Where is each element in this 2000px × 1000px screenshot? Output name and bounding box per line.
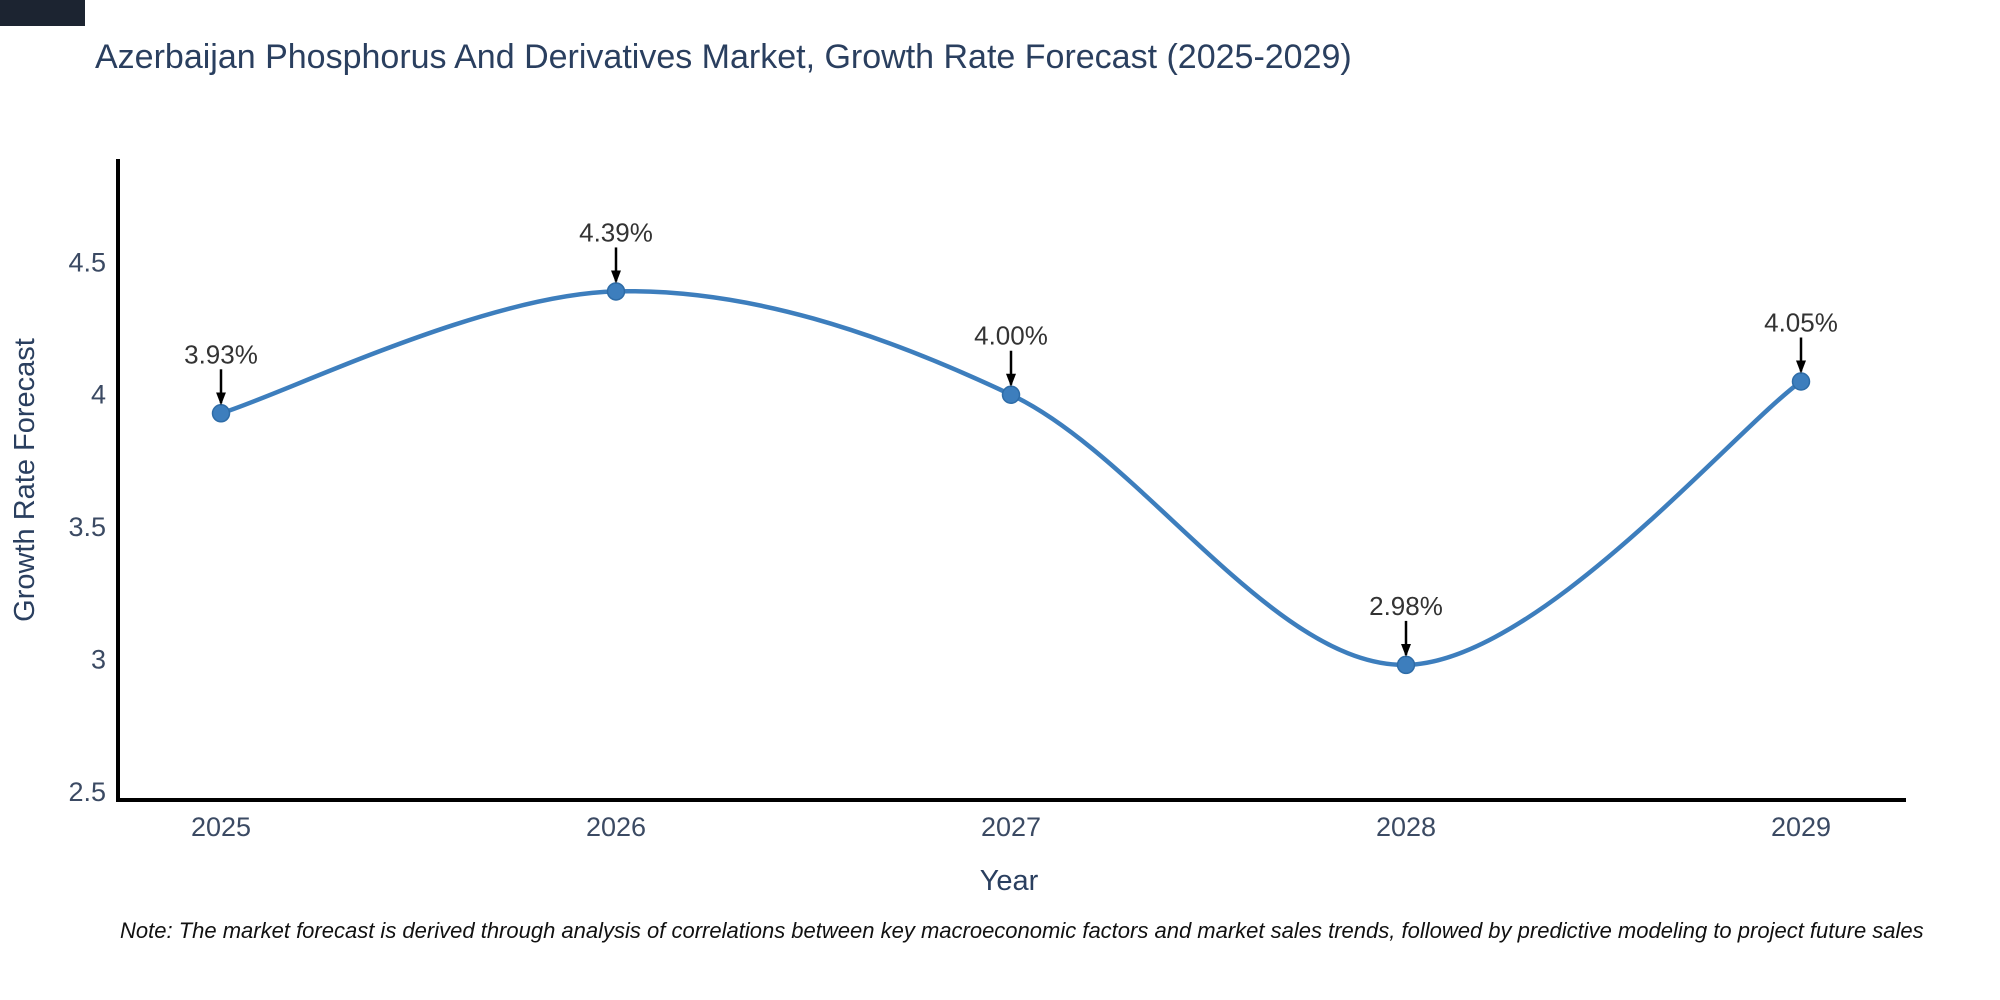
- data-point-marker: [211, 404, 231, 423]
- x-axis-title: Year: [980, 865, 1039, 897]
- annotation-label: 4.39%: [579, 217, 653, 247]
- y-axis-title: Growth Rate Forecast: [9, 338, 41, 622]
- x-axis-tick-label: 2029: [1771, 812, 1831, 842]
- x-axis-tick-label: 2028: [1376, 812, 1436, 842]
- y-axis-tick-label: 2.5: [68, 777, 106, 807]
- annotation-label: 4.00%: [974, 321, 1048, 351]
- footnote: Note: The market forecast is derived thr…: [120, 918, 1924, 943]
- y-axis-tick-label: 4: [91, 380, 106, 410]
- y-axis-tick-label: 4.5: [68, 247, 106, 277]
- annotation-layer: 3.93% 4.39% 4.00% 2.98% 4.05%: [184, 217, 1838, 657]
- trend-line: [220, 289, 1803, 668]
- data-point-marker: [1001, 385, 1021, 404]
- trend-line-layer: [220, 289, 1803, 668]
- axis-lines: [116, 159, 1906, 802]
- y-axis-tick-label: 3: [91, 645, 106, 675]
- data-point-marker: [1791, 372, 1811, 391]
- chart-title: Azerbaijan Phosphorus And Derivatives Ma…: [95, 38, 1352, 76]
- data-point-marker: [1396, 655, 1416, 675]
- x-axis-tick-label: 2026: [586, 812, 646, 842]
- x-axis-tick-label: 2027: [981, 812, 1041, 842]
- annotation-label: 3.93%: [184, 339, 258, 369]
- y-axis-tick-label: 3.5: [68, 512, 106, 542]
- annotation-label: 4.05%: [1764, 307, 1838, 337]
- annotation-label: 2.98%: [1369, 591, 1443, 621]
- dark-corner-block: [0, 0, 85, 26]
- tick-label-layer: 2.5 3 3.5 4 4.5 2025 2026 2027 2028 2029: [68, 247, 1831, 842]
- x-axis-tick-label: 2025: [191, 812, 251, 842]
- data-point-marker: [606, 282, 626, 301]
